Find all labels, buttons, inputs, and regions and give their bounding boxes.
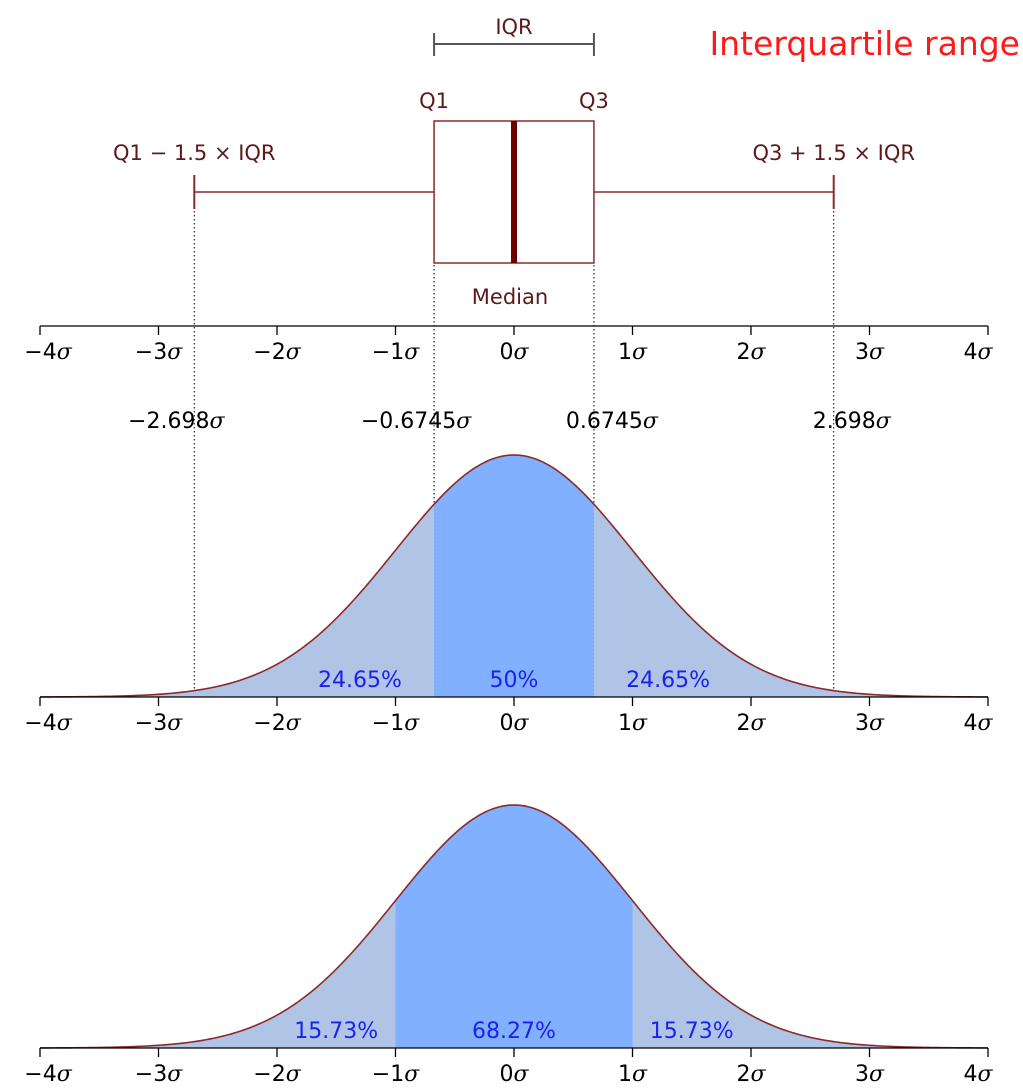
boxplot-tick-label: −4σ: [24, 340, 72, 365]
boxplot-tick-label: −3σ: [135, 340, 183, 365]
boxplot-tick-label: −2σ: [253, 340, 301, 365]
iqr-tick-label: −4σ: [24, 711, 72, 736]
iqr-tick-label: 3σ: [855, 711, 885, 736]
boxplot-tick-label: 4σ: [963, 340, 993, 365]
iqr-tick-label: −3σ: [135, 711, 183, 736]
iqr-percent-label: 24.65%: [318, 668, 402, 693]
quantile-annotation: −2.698σ: [128, 409, 225, 434]
q3-label: Q3: [579, 89, 609, 113]
boxplot-panel: IQR Q1 Q3 Q1 − 1.5 × IQR Q3 + 1.5 × IQR Media…: [24, 15, 993, 434]
iqr-percent-label: 24.65%: [626, 668, 710, 693]
sigma-tick-label: 4σ: [963, 1062, 993, 1087]
iqr-density-curve: [39, 454, 989, 698]
sigma-percent-label: 68.27%: [472, 1019, 556, 1044]
sigma-percent-label: 15.73%: [294, 1019, 378, 1044]
iqr-tick-label: 1σ: [618, 711, 648, 736]
sigma-tick-label: 2σ: [736, 1062, 766, 1087]
sigma-tick-label: −4σ: [24, 1062, 72, 1087]
sigma-tick-label: −2σ: [253, 1062, 301, 1087]
sigma-density-curve: [39, 804, 989, 1049]
iqr-region-right: [593, 504, 988, 697]
boxplot-tick-label: −1σ: [372, 340, 420, 365]
quantile-annotation: −0.6745σ: [361, 409, 472, 434]
sigma-region-right: [632, 900, 988, 1048]
iqr-tick-label: 4σ: [963, 711, 993, 736]
sigma-tick-label: 1σ: [618, 1062, 648, 1087]
iqr-tick-label: −1σ: [372, 711, 420, 736]
upper-fence-label: Q3 + 1.5 × IQR: [752, 141, 915, 165]
iqr-region-center: [434, 455, 594, 697]
quantile-annotation: 0.6745σ: [566, 409, 659, 434]
sigma-tick-label: 0σ: [499, 1062, 529, 1087]
iqr-label: IQR: [495, 15, 532, 39]
iqr-tick-label: −2σ: [253, 711, 301, 736]
median-label: Median: [472, 285, 548, 309]
iqr-region-left: [40, 504, 435, 697]
lower-fence-label: Q1 − 1.5 × IQR: [113, 141, 276, 165]
q1-label: Q1: [419, 89, 449, 113]
sigma-percent-label: 15.73%: [650, 1019, 734, 1044]
boxplot-tick-label: 2σ: [736, 340, 766, 365]
boxplot-tick-label: 0σ: [499, 340, 529, 365]
sigma-region-left: [40, 900, 396, 1048]
normal-iqr-panel: 24.65% 50% 24.65% −4σ −3σ −2σ −1σ 0σ 1σ 2σ 3σ 4σ: [24, 454, 993, 736]
figure-title: Interquartile range: [709, 24, 1020, 63]
sigma-tick-label: −1σ: [372, 1062, 420, 1087]
sigma-tick-label: 3σ: [855, 1062, 885, 1087]
iqr-tick-label: 0σ: [499, 711, 529, 736]
quantile-annotation: 2.698σ: [813, 409, 892, 434]
sigma-tick-label: −3σ: [135, 1062, 183, 1087]
iqr-percent-label: 50%: [490, 668, 539, 693]
boxplot-tick-label: 1σ: [618, 340, 648, 365]
normal-sigma-panel: 15.73% 68.27% 15.73% −4σ −3σ −2σ −1σ 0σ 1σ 2σ 3σ 4σ: [24, 804, 993, 1087]
iqr-tick-label: 2σ: [736, 711, 766, 736]
sigma-region-center: [395, 805, 633, 1048]
boxplot-tick-label: 3σ: [855, 340, 885, 365]
